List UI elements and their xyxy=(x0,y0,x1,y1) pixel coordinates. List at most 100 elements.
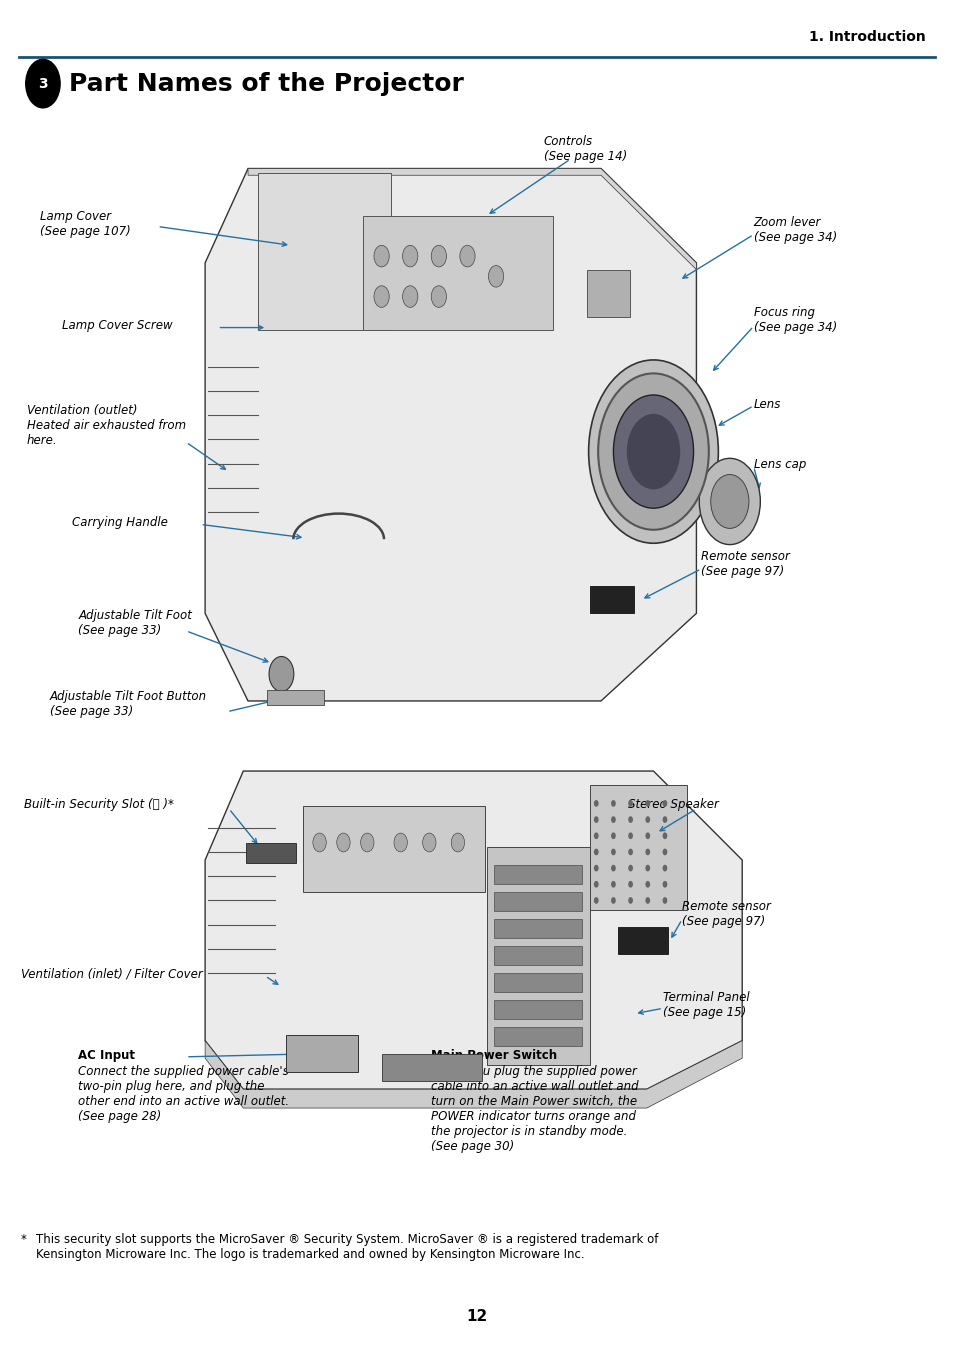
Polygon shape xyxy=(618,927,667,954)
Polygon shape xyxy=(486,847,589,1065)
Circle shape xyxy=(593,799,598,806)
Text: Adjustable Tilt Foot
(See page 33): Adjustable Tilt Foot (See page 33) xyxy=(78,609,192,638)
Polygon shape xyxy=(286,1035,357,1072)
Circle shape xyxy=(613,395,693,508)
Text: Connect the supplied power cable's
two-pin plug here, and plug the
other end int: Connect the supplied power cable's two-p… xyxy=(78,1065,289,1123)
Text: Controls
(See page 14): Controls (See page 14) xyxy=(543,135,626,163)
Circle shape xyxy=(610,816,616,822)
Text: Carrying Handle: Carrying Handle xyxy=(71,516,167,530)
Circle shape xyxy=(402,286,417,307)
Circle shape xyxy=(699,458,760,545)
Circle shape xyxy=(627,849,633,856)
Circle shape xyxy=(313,833,326,852)
Circle shape xyxy=(431,245,446,267)
Polygon shape xyxy=(381,1054,481,1081)
Circle shape xyxy=(644,865,650,871)
Circle shape xyxy=(593,882,598,887)
Text: Focus ring
(See page 34): Focus ring (See page 34) xyxy=(753,306,836,334)
Text: *: * xyxy=(21,1233,27,1247)
Circle shape xyxy=(598,373,708,530)
Circle shape xyxy=(610,832,616,838)
Circle shape xyxy=(710,474,748,528)
Polygon shape xyxy=(205,771,741,1089)
Polygon shape xyxy=(589,785,686,910)
Circle shape xyxy=(588,360,718,543)
Text: Built-in Security Slot (Ⓚ )*: Built-in Security Slot (Ⓚ )* xyxy=(24,798,173,811)
Circle shape xyxy=(644,849,650,856)
Text: Main Power Switch: Main Power Switch xyxy=(431,1049,557,1062)
Circle shape xyxy=(269,656,294,692)
Circle shape xyxy=(593,865,598,871)
Polygon shape xyxy=(205,168,696,701)
Polygon shape xyxy=(494,973,581,992)
Polygon shape xyxy=(257,173,391,330)
Circle shape xyxy=(644,898,650,903)
Text: Zoom lever
(See page 34): Zoom lever (See page 34) xyxy=(753,216,836,244)
Circle shape xyxy=(431,286,446,307)
Circle shape xyxy=(610,865,616,871)
Text: AC Input: AC Input xyxy=(78,1049,135,1062)
Circle shape xyxy=(360,833,374,852)
Text: Lamp Cover Screw: Lamp Cover Screw xyxy=(62,319,172,333)
Circle shape xyxy=(26,59,60,108)
Text: Stereo Speaker: Stereo Speaker xyxy=(627,798,718,811)
Circle shape xyxy=(610,849,616,856)
Circle shape xyxy=(661,898,666,903)
Circle shape xyxy=(661,832,666,838)
Polygon shape xyxy=(494,1027,581,1046)
Circle shape xyxy=(374,245,389,267)
Circle shape xyxy=(644,799,650,806)
Text: Remote sensor
(See page 97): Remote sensor (See page 97) xyxy=(700,550,789,578)
Circle shape xyxy=(593,898,598,903)
Polygon shape xyxy=(494,946,581,965)
Text: 1. Introduction: 1. Introduction xyxy=(808,31,924,44)
Circle shape xyxy=(627,816,633,822)
Polygon shape xyxy=(362,216,553,330)
Text: Remote sensor
(See page 97): Remote sensor (See page 97) xyxy=(681,900,770,929)
Text: 3: 3 xyxy=(38,77,48,90)
Circle shape xyxy=(593,832,598,838)
Circle shape xyxy=(627,898,633,903)
Circle shape xyxy=(593,849,598,856)
Circle shape xyxy=(336,833,350,852)
Circle shape xyxy=(627,865,633,871)
Circle shape xyxy=(394,833,407,852)
Circle shape xyxy=(661,882,666,887)
Text: Ventilation (inlet) / Filter Cover: Ventilation (inlet) / Filter Cover xyxy=(21,968,203,981)
Polygon shape xyxy=(494,1000,581,1019)
Polygon shape xyxy=(246,842,295,863)
Circle shape xyxy=(627,882,633,887)
Circle shape xyxy=(627,799,633,806)
Circle shape xyxy=(374,286,389,307)
Text: Adjustable Tilt Foot Button
(See page 33): Adjustable Tilt Foot Button (See page 33… xyxy=(50,690,207,718)
Circle shape xyxy=(610,799,616,806)
Polygon shape xyxy=(303,806,484,892)
Polygon shape xyxy=(589,586,634,613)
Circle shape xyxy=(661,849,666,856)
Text: Lens: Lens xyxy=(753,398,781,411)
Circle shape xyxy=(451,833,464,852)
Polygon shape xyxy=(494,892,581,911)
Text: Ventilation (outlet)
Heated air exhausted from
here.: Ventilation (outlet) Heated air exhauste… xyxy=(27,404,186,448)
Circle shape xyxy=(661,816,666,822)
Circle shape xyxy=(661,799,666,806)
Circle shape xyxy=(422,833,436,852)
Polygon shape xyxy=(494,865,581,884)
Circle shape xyxy=(593,816,598,822)
Circle shape xyxy=(644,832,650,838)
Polygon shape xyxy=(494,919,581,938)
Circle shape xyxy=(644,882,650,887)
Circle shape xyxy=(488,266,503,287)
Polygon shape xyxy=(267,690,324,705)
Circle shape xyxy=(626,414,679,489)
Circle shape xyxy=(610,898,616,903)
Text: Part Names of the Projector: Part Names of the Projector xyxy=(69,71,463,96)
Circle shape xyxy=(661,865,666,871)
Text: Lens cap: Lens cap xyxy=(753,458,805,472)
Circle shape xyxy=(402,245,417,267)
Text: Lamp Cover
(See page 107): Lamp Cover (See page 107) xyxy=(40,210,131,239)
Circle shape xyxy=(610,882,616,887)
Text: 12: 12 xyxy=(466,1309,487,1324)
Text: Terminal Panel
(See page 15): Terminal Panel (See page 15) xyxy=(662,991,749,1019)
Circle shape xyxy=(459,245,475,267)
